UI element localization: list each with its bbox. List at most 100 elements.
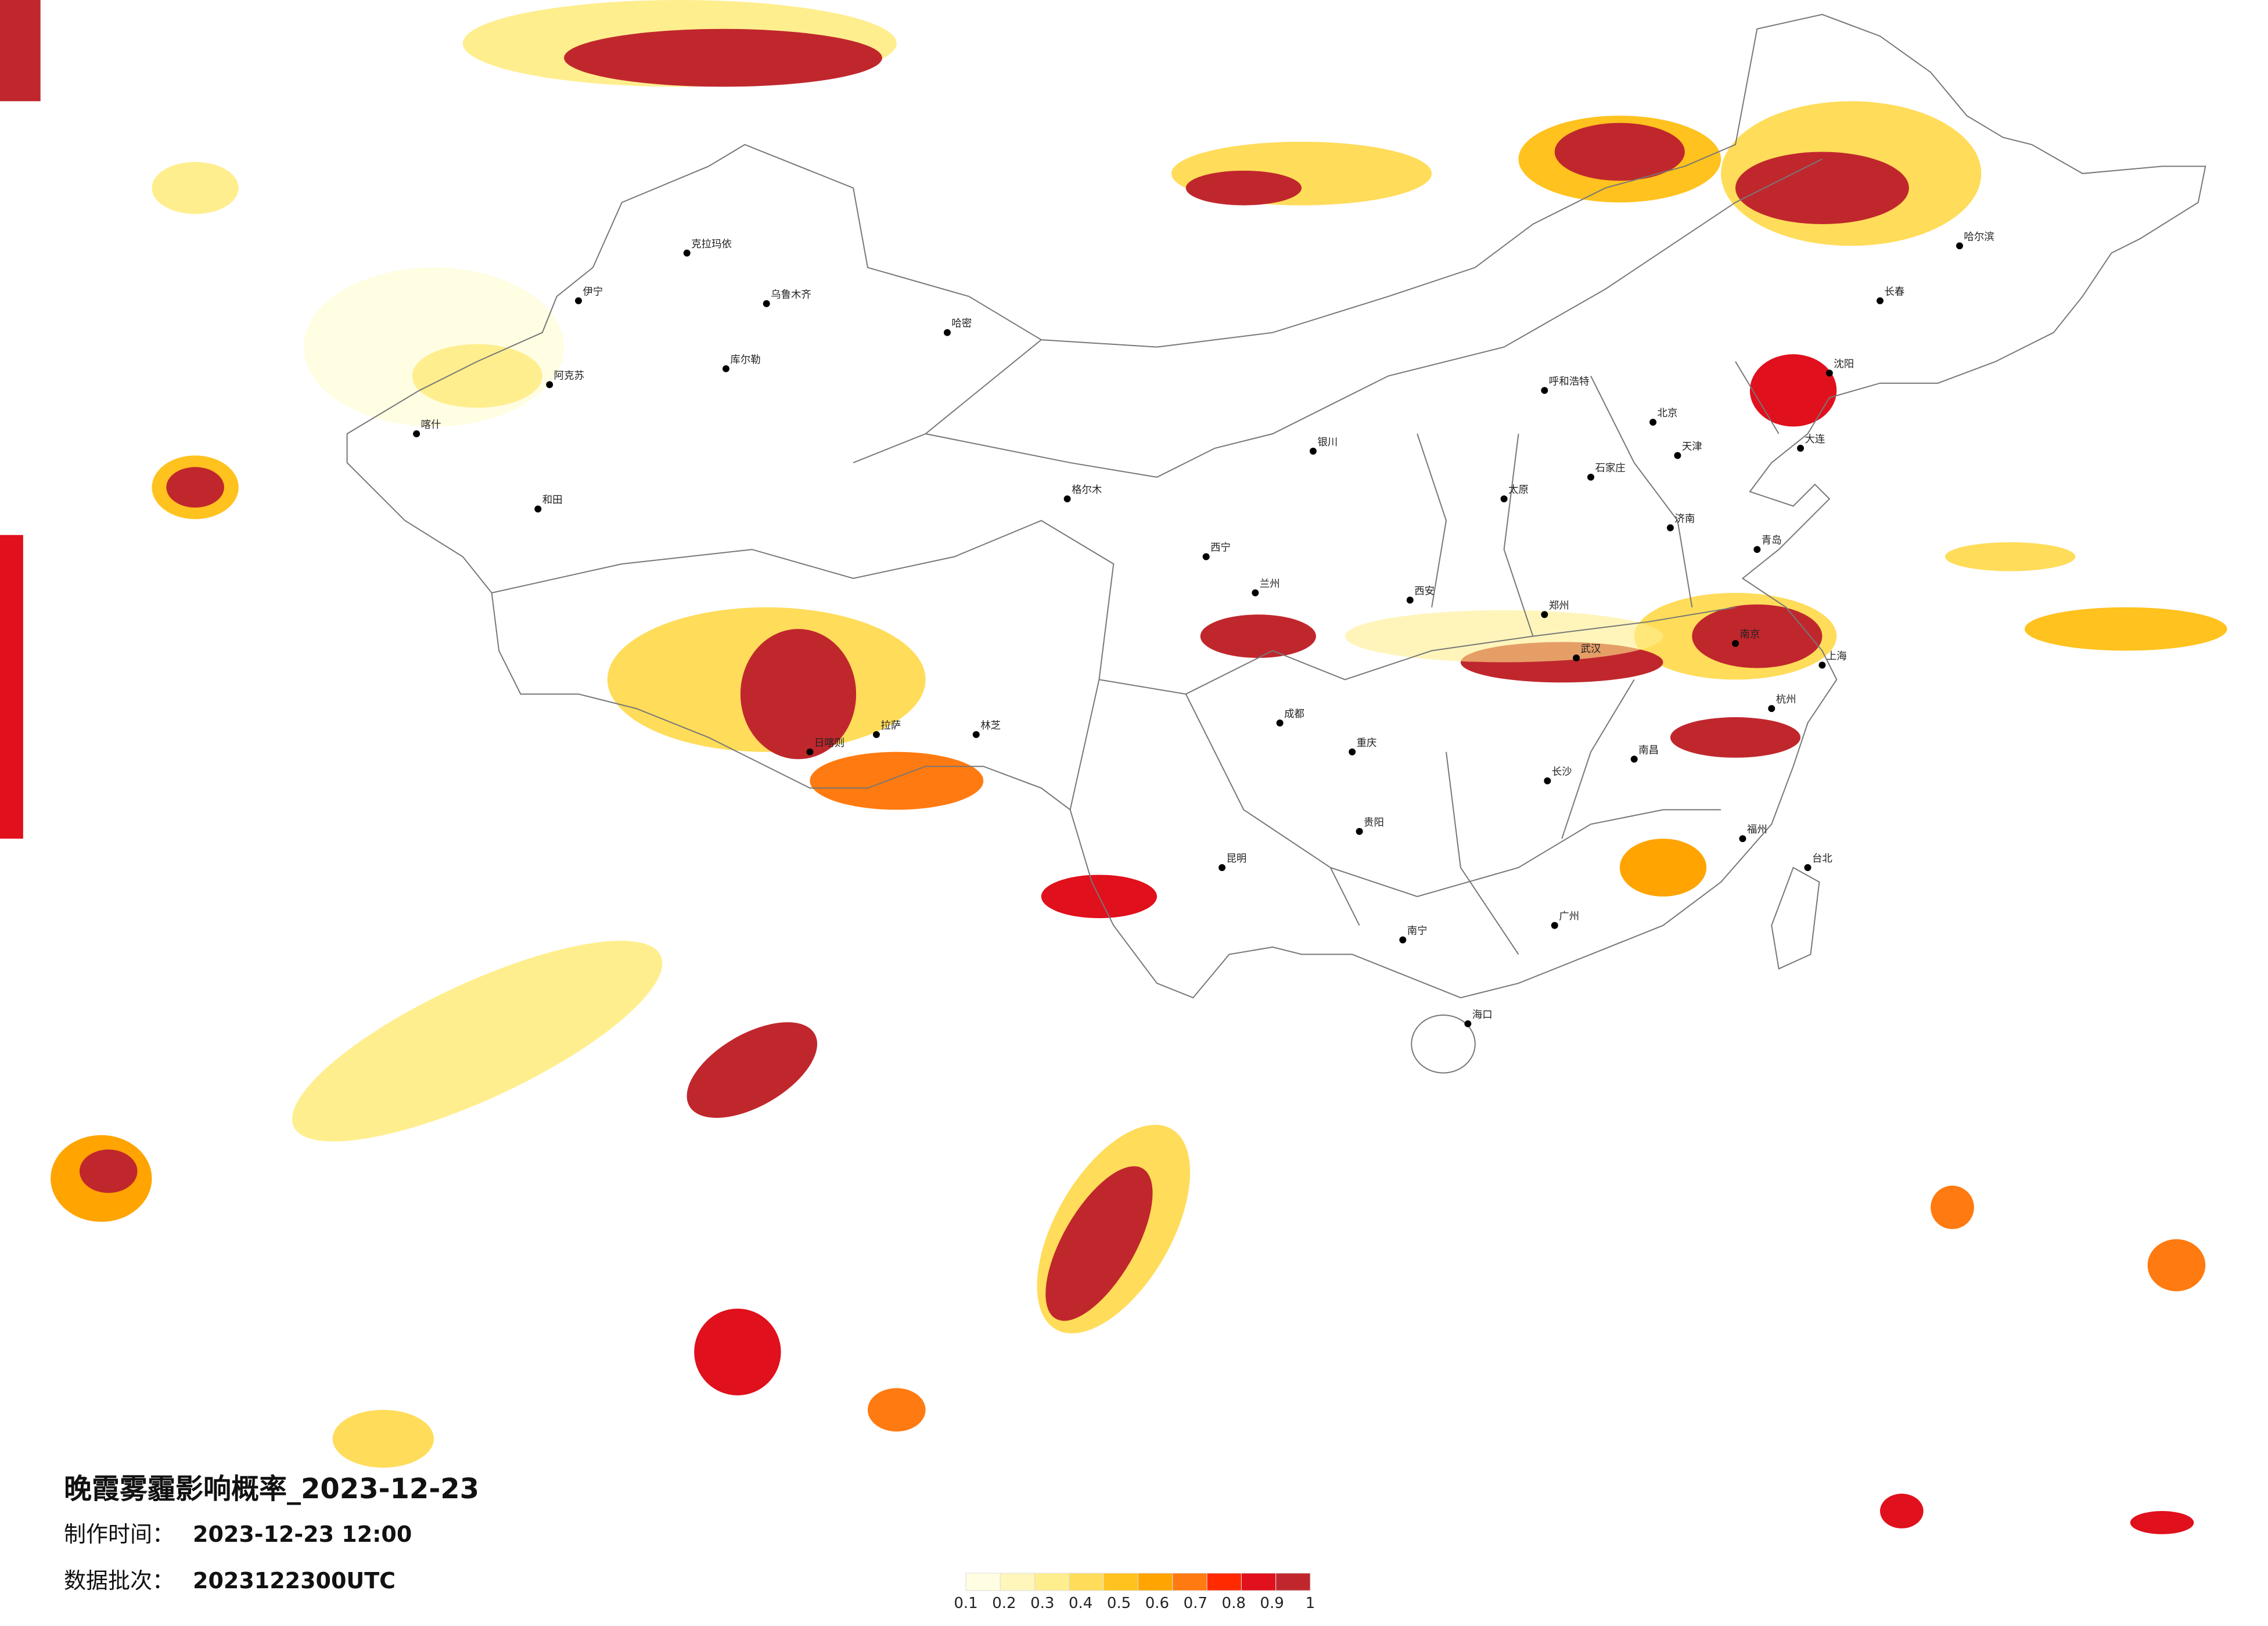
city-label: 上海 (1827, 650, 1847, 662)
city-label: 哈尔滨 (1964, 231, 1994, 243)
city-dot (413, 430, 420, 437)
legend-swatch (1000, 1573, 1036, 1591)
city-dot (1666, 524, 1674, 531)
city-label: 成都 (1284, 708, 1304, 720)
city-label: 大连 (1805, 434, 1825, 445)
city-dot (1399, 936, 1407, 944)
city-dot (1956, 242, 1963, 250)
city-label: 青岛 (1762, 535, 1782, 546)
city-dot (1356, 828, 1363, 835)
city-label: 和田 (542, 495, 563, 506)
city-label: 重庆 (1357, 738, 1377, 749)
legend-label: 0.9 (1260, 1595, 1284, 1612)
city-dot (1063, 495, 1071, 503)
city-label: 格尔木 (1072, 484, 1102, 496)
city-label: 杭州 (1776, 694, 1796, 706)
legend-label: 0.1 (954, 1595, 977, 1612)
city-label: 长沙 (1552, 767, 1572, 778)
city-label: 济南 (1674, 513, 1695, 525)
city-label: 伊宁 (583, 286, 603, 298)
city-label: 林芝 (980, 720, 1001, 732)
city-dot (1753, 546, 1761, 553)
legend-swatch (1241, 1573, 1277, 1591)
legend-swatch (965, 1573, 1001, 1591)
legend-label: 0.6 (1145, 1595, 1169, 1612)
city-label: 沈阳 (1834, 358, 1854, 370)
city-label: 太原 (1508, 484, 1529, 496)
city-label: 郑州 (1549, 600, 1569, 611)
city-dot (1768, 705, 1775, 713)
city-label: 呼和浩特 (1549, 376, 1590, 387)
made-label: 制作时间： (64, 1521, 174, 1547)
city-label: 阿克苏 (554, 370, 584, 382)
city-dot (763, 300, 770, 307)
city-dot (1544, 777, 1551, 785)
legend-label: 0.4 (1069, 1595, 1092, 1612)
city-label: 乌鲁木齐 (771, 289, 811, 301)
batch-label: 数据批次： (64, 1568, 174, 1593)
legend-label: 1 (1306, 1595, 1315, 1612)
city-dot (1276, 720, 1284, 726)
city-label: 北京 (1658, 408, 1678, 419)
city-dot (943, 329, 951, 336)
legend-swatch (1069, 1573, 1104, 1591)
city-dot (1877, 297, 1884, 304)
made-time: 2023-12-23 12:00 (193, 1521, 412, 1547)
title: 晚霞雾霾影响概率_2023-12-23 (64, 1473, 479, 1505)
city-label: 海口 (1472, 1009, 1493, 1021)
city-dot (1464, 1020, 1472, 1027)
city-dot (723, 365, 729, 372)
legend-swatch (1034, 1573, 1070, 1591)
city-label: 长春 (1884, 286, 1904, 298)
city-label: 台北 (1812, 853, 1832, 865)
city-dot (1500, 495, 1508, 503)
city-dot (1573, 654, 1580, 661)
city-dot (1551, 922, 1558, 929)
city-dot (1406, 596, 1414, 604)
city-dot (534, 505, 542, 513)
city-label: 克拉玛依 (691, 239, 732, 250)
city-dot (575, 297, 582, 304)
legend-label: 0.5 (1107, 1595, 1131, 1612)
boundaries (346, 13, 2206, 1074)
city-dot (1630, 756, 1638, 763)
city-dot (1587, 473, 1594, 481)
city-label: 昆明 (1227, 853, 1247, 865)
city-label: 武汉 (1581, 643, 1601, 655)
city-label: 贵阳 (1364, 817, 1384, 829)
legend-swatch (1172, 1573, 1207, 1591)
city-dot (1252, 589, 1259, 596)
city-dot (683, 249, 691, 257)
legend-swatch (1275, 1573, 1311, 1591)
legend-swatch (1138, 1573, 1173, 1591)
city-label: 喀什 (421, 419, 441, 431)
city-dot (1219, 864, 1226, 871)
city-dot (1541, 611, 1548, 618)
city-dot (1541, 387, 1548, 394)
city-dot (1732, 640, 1739, 647)
city-dot (806, 748, 814, 756)
city-dot (1202, 553, 1210, 560)
city-dot (1818, 661, 1826, 669)
city-label: 库尔勒 (730, 354, 760, 366)
heat-blobs (0, 0, 2227, 1534)
legend-label: 0.7 (1184, 1595, 1207, 1612)
city-dot (1649, 419, 1657, 426)
city-label: 西宁 (1210, 542, 1231, 554)
city-dot (1804, 864, 1811, 871)
batch: 2023122300UTC (193, 1568, 396, 1593)
city-label: 南京 (1739, 629, 1760, 641)
city-dot (1309, 447, 1317, 455)
city-label: 石家庄 (1595, 463, 1625, 474)
city-label: 福州 (1747, 824, 1767, 836)
city-dot (1797, 444, 1805, 452)
city-dot (1674, 452, 1681, 459)
city-label: 西安 (1414, 585, 1435, 597)
city-label: 哈密 (951, 318, 972, 330)
city-label: 广州 (1559, 911, 1579, 923)
city-label: 南宁 (1407, 926, 1428, 937)
city-label: 银川 (1317, 437, 1338, 448)
legend-swatch (1206, 1573, 1242, 1591)
